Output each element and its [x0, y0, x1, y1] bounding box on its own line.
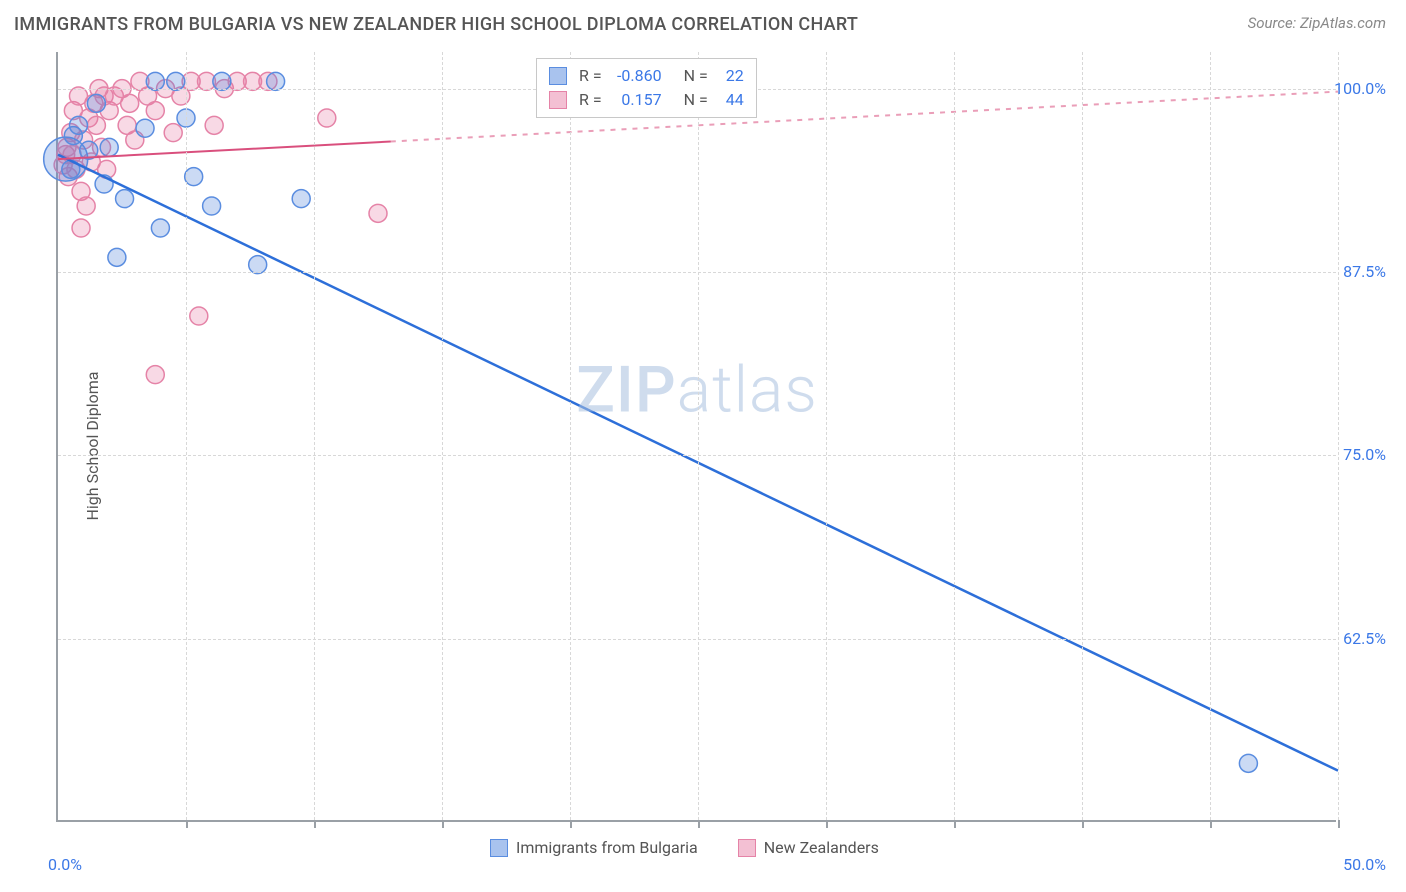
data-point-bulgaria	[116, 190, 134, 208]
series-legend: Immigrants from Bulgaria New Zealanders	[490, 838, 879, 857]
data-point-bulgaria	[167, 72, 185, 90]
chart-svg	[58, 52, 1336, 820]
trendline-nz-extension	[391, 92, 1338, 142]
data-point-bulgaria	[146, 72, 164, 90]
stats-row-nz: R = 0.157 N = 44	[549, 88, 744, 112]
data-point-bulgaria	[151, 219, 169, 237]
r-value-nz: 0.157	[610, 88, 662, 112]
data-point-nz	[205, 116, 223, 134]
n-label: N =	[684, 64, 708, 88]
plot-area: ZIPatlas	[56, 52, 1336, 822]
n-label: N =	[684, 88, 708, 112]
data-point-bulgaria	[100, 138, 118, 156]
data-point-bulgaria	[267, 72, 285, 90]
legend-label-nz: New Zealanders	[764, 838, 879, 857]
source-attribution: Source: ZipAtlas.com	[1248, 14, 1386, 32]
x-tick-max: 50.0%	[1343, 855, 1386, 874]
y-tick-75: 75.0%	[1343, 445, 1386, 464]
r-label: R =	[579, 64, 602, 88]
data-point-bulgaria	[1239, 754, 1257, 772]
data-point-bulgaria	[292, 190, 310, 208]
legend-swatch-nz	[738, 839, 756, 857]
data-point-nz	[87, 116, 105, 134]
data-point-bulgaria	[69, 116, 87, 134]
y-tick-87: 87.5%	[1343, 262, 1386, 281]
data-point-nz	[318, 109, 336, 127]
n-value-bulgaria: 22	[716, 64, 744, 88]
data-point-bulgaria	[108, 248, 126, 266]
data-point-nz	[77, 197, 95, 215]
y-tick-100: 100.0%	[1334, 79, 1386, 98]
data-point-bulgaria	[185, 168, 203, 186]
y-tick-62: 62.5%	[1343, 629, 1386, 648]
data-point-bulgaria	[203, 197, 221, 215]
r-value-bulgaria: -0.860	[610, 64, 662, 88]
data-point-nz	[146, 366, 164, 384]
legend-label-bulgaria: Immigrants from Bulgaria	[516, 838, 698, 857]
swatch-nz	[549, 91, 567, 109]
data-point-bulgaria	[213, 72, 231, 90]
data-point-nz	[369, 204, 387, 222]
data-point-bulgaria	[136, 119, 154, 137]
data-point-nz	[146, 102, 164, 120]
r-label: R =	[579, 88, 602, 112]
data-point-nz	[121, 94, 139, 112]
data-point-nz	[72, 219, 90, 237]
stats-row-bulgaria: R = -0.860 N = 22	[549, 64, 744, 88]
x-tick-min: 0.0%	[48, 855, 82, 874]
chart-title: IMMIGRANTS FROM BULGARIA VS NEW ZEALANDE…	[14, 14, 858, 35]
legend-swatch-bulgaria	[490, 839, 508, 857]
stats-legend: R = -0.860 N = 22 R = 0.157 N = 44	[536, 58, 757, 118]
swatch-bulgaria	[549, 67, 567, 85]
data-point-bulgaria	[249, 256, 267, 274]
n-value-nz: 44	[716, 88, 744, 112]
data-point-bulgaria	[87, 94, 105, 112]
data-point-nz	[190, 307, 208, 325]
data-point-nz	[164, 124, 182, 142]
